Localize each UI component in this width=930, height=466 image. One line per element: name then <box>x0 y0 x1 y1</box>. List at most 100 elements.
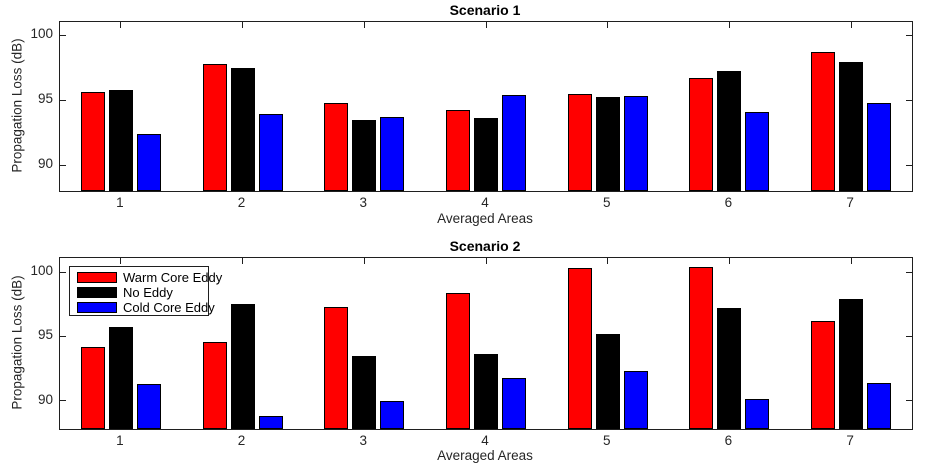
bar-no-eddy <box>839 299 864 429</box>
y-tick-mark <box>60 34 66 36</box>
x-tick-mark <box>242 22 244 28</box>
x-tick-label: 5 <box>602 195 611 210</box>
x-tick-mark <box>607 258 609 264</box>
x-tick-mark <box>242 258 244 264</box>
y-tick-mark <box>60 99 66 101</box>
bar-cold-core-eddy <box>867 102 892 191</box>
bar-warm-core-eddy <box>811 321 836 429</box>
scenario-1-chart: Scenario 1 Propagation Loss (dB) Average… <box>10 2 913 226</box>
y-tick-label: 100 <box>30 26 53 41</box>
y-tick-mark <box>906 335 912 337</box>
bar-no-eddy <box>717 71 742 191</box>
bar-warm-core-eddy <box>446 292 470 429</box>
bar-warm-core-eddy <box>202 341 227 429</box>
x-tick-label: 7 <box>846 433 854 448</box>
x-tick-label: 1 <box>116 433 124 448</box>
bar-cold-core-eddy <box>258 416 283 429</box>
x-tick-label: 1 <box>116 195 124 210</box>
x-axis-label: Averaged Areas <box>437 211 533 226</box>
x-tick-mark <box>607 22 609 28</box>
x-tick-label: 7 <box>846 195 854 210</box>
bar-no-eddy <box>717 308 742 429</box>
y-tick-label: 90 <box>37 156 53 171</box>
bar-no-eddy <box>474 118 498 191</box>
y-tick-mark <box>60 271 66 273</box>
legend-swatch <box>77 287 117 298</box>
legend-swatch <box>77 272 117 283</box>
bar-warm-core-eddy <box>446 110 470 191</box>
bar-warm-core-eddy <box>80 92 105 191</box>
bar-warm-core-eddy <box>80 346 105 429</box>
bar-cold-core-eddy <box>258 114 283 191</box>
y-tick-label: 90 <box>37 391 53 407</box>
y-tick-mark <box>906 34 912 36</box>
bar-cold-core-eddy <box>745 111 770 191</box>
chart-title: Scenario 2 <box>449 238 521 254</box>
x-tick-mark <box>485 258 487 264</box>
bar-warm-core-eddy <box>324 102 349 191</box>
x-tick-label: 2 <box>237 195 246 210</box>
y-tick-mark <box>906 99 912 101</box>
y-tick-mark <box>906 400 912 402</box>
bar-no-eddy <box>352 355 377 429</box>
scenario-2-chart: Scenario 2 Propagation Loss (dB) Warm Co… <box>0 236 930 466</box>
bar-warm-core-eddy <box>567 268 592 429</box>
x-tick-label: 2 <box>237 433 246 448</box>
y-tick-label: 95 <box>37 91 53 106</box>
bar-cold-core-eddy <box>136 133 161 191</box>
x-tick-label: 4 <box>481 195 489 210</box>
bar-cold-core-eddy <box>380 116 405 191</box>
bar-cold-core-eddy <box>502 377 526 429</box>
x-tick-mark <box>363 258 365 264</box>
bar-no-eddy <box>595 97 620 191</box>
bar-no-eddy <box>108 89 133 191</box>
x-tick-label: 6 <box>724 433 733 448</box>
bar-no-eddy <box>474 354 498 429</box>
legend-item: Warm Core Eddy <box>70 270 222 285</box>
bar-warm-core-eddy <box>689 77 714 191</box>
legend: Warm Core Eddy No Eddy Cold Core Eddy <box>69 266 222 316</box>
legend-swatch <box>77 302 117 313</box>
bar-cold-core-eddy <box>745 399 770 429</box>
x-tick-label: 6 <box>724 195 733 210</box>
y-tick-mark <box>60 400 66 402</box>
y-tick-label: 95 <box>37 327 53 343</box>
x-tick-mark <box>728 258 730 264</box>
y-tick-mark <box>906 271 912 273</box>
legend-item-label: Warm Core Eddy <box>123 270 223 285</box>
bar-no-eddy <box>595 333 620 429</box>
bar-warm-core-eddy <box>567 93 592 191</box>
y-tick-label: 100 <box>30 263 53 279</box>
bar-no-eddy <box>839 62 864 191</box>
x-tick-label: 3 <box>359 433 368 448</box>
bar-cold-core-eddy <box>623 96 648 191</box>
chart-title: Scenario 1 <box>449 2 521 18</box>
x-tick-mark <box>850 22 852 28</box>
x-tick-mark <box>485 22 487 28</box>
y-tick-mark <box>60 164 66 166</box>
x-tick-mark <box>850 258 852 264</box>
bar-cold-core-eddy <box>380 400 405 429</box>
bar-warm-core-eddy <box>202 63 227 191</box>
bar-no-eddy <box>230 67 255 191</box>
bar-cold-core-eddy <box>136 384 161 429</box>
legend-item: No Eddy <box>70 285 208 300</box>
bar-warm-core-eddy <box>689 267 714 429</box>
x-tick-mark <box>120 258 122 264</box>
bar-warm-core-eddy <box>324 306 349 429</box>
x-tick-label: 5 <box>602 433 611 448</box>
x-tick-label: 3 <box>359 195 368 210</box>
legend-item-label: No Eddy <box>123 285 173 300</box>
x-tick-mark <box>728 22 730 28</box>
legend-item-label: Cold Core Eddy <box>123 300 215 315</box>
plot-area: Warm Core Eddy No Eddy Cold Core Eddy <box>59 257 913 430</box>
y-tick-mark <box>60 335 66 337</box>
bar-cold-core-eddy <box>502 94 526 191</box>
bar-no-eddy <box>230 304 255 429</box>
y-tick-mark <box>906 164 912 166</box>
x-tick-mark <box>120 22 122 28</box>
x-axis-label: Averaged Areas <box>437 448 533 463</box>
plot-area <box>59 21 913 192</box>
bar-warm-core-eddy <box>811 51 836 191</box>
